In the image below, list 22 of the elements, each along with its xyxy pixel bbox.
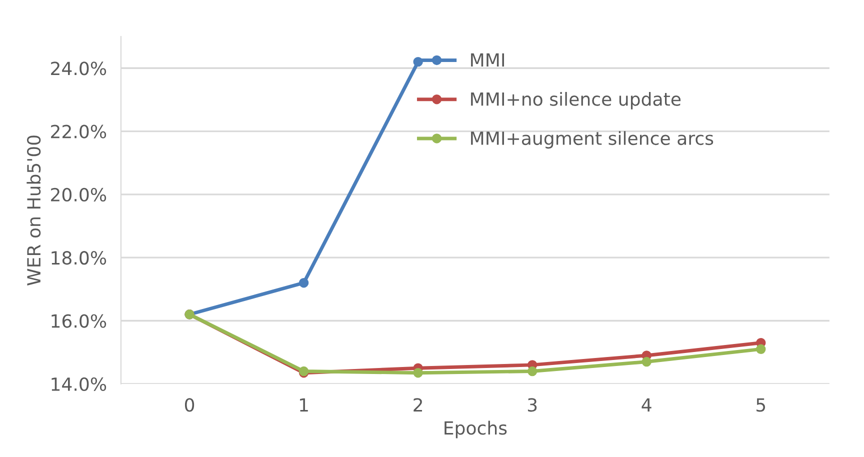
y-tick-label: 14.0% [52, 377, 106, 391]
y-tick-label: 22.0% [51, 124, 106, 138]
x-tick-label: 2 [414, 398, 422, 412]
x-axis-title: Epochs [444, 420, 507, 438]
legend-label: MMI+augment silence arcs [471, 131, 714, 149]
y-tick-label: 18.0% [52, 251, 106, 265]
point [298, 278, 309, 288]
y-tick-label: 20.0% [51, 188, 106, 202]
point [642, 356, 652, 367]
y-tick-label: 16.0% [52, 314, 106, 328]
point [413, 368, 423, 378]
y-axis-title: WER on Hub5'00 [26, 136, 41, 286]
x-tick-label: 5 [756, 398, 766, 412]
point [756, 344, 766, 354]
x-tick-label: 4 [642, 398, 652, 412]
legend-label: MMI [471, 53, 504, 67]
x-tick-label: 0 [184, 398, 194, 412]
y-tick-label: 24.0% [51, 62, 106, 76]
x-tick-label: 1 [300, 398, 308, 412]
x-tick-label: 3 [528, 398, 537, 412]
legend-label: MMI+no silence update [471, 92, 681, 110]
point [527, 366, 538, 376]
